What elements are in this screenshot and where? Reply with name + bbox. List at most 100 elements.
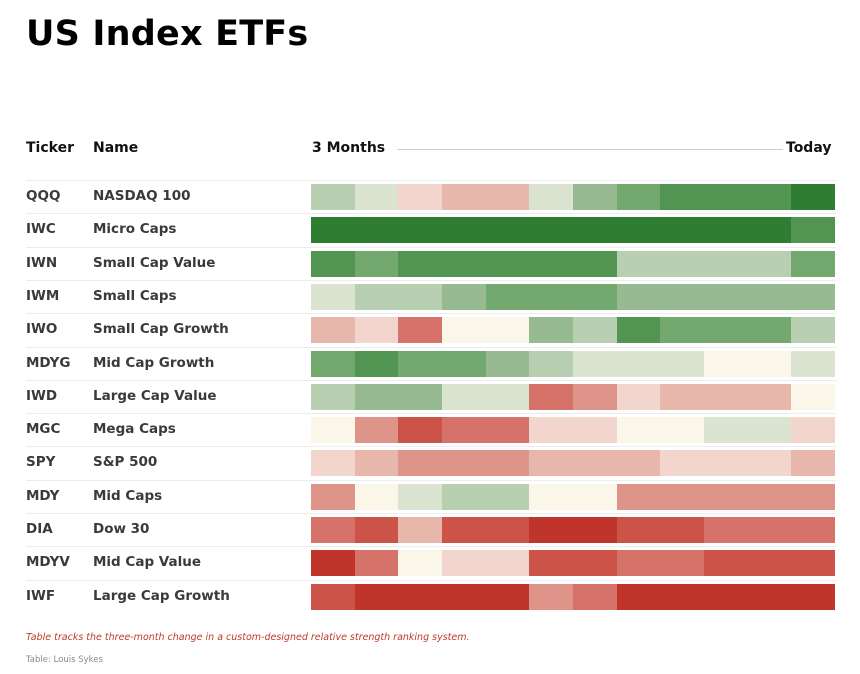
heatmap-cell	[529, 450, 573, 477]
ticker-label: IWC	[26, 221, 56, 238]
strength-cells	[311, 483, 835, 510]
fund-name-label: Dow 30	[93, 521, 150, 537]
heatmap-cell	[703, 184, 748, 210]
heatmap-cell	[660, 450, 704, 477]
heatmap-cell	[354, 184, 399, 210]
heatmap-cell	[616, 250, 661, 277]
heatmap-cell	[311, 383, 355, 410]
heatmap-cell	[441, 250, 486, 277]
heatmap-cell	[791, 217, 835, 244]
heatmap-cell	[747, 383, 792, 410]
heatmap-cell	[354, 583, 399, 610]
heatmap-cell	[660, 583, 704, 610]
heatmap-cell	[747, 350, 792, 377]
heatmap-cell	[703, 550, 748, 577]
heatmap-cell	[311, 317, 355, 344]
heatmap-cell	[485, 217, 530, 244]
table-row: IWN Small Cap Value	[26, 246, 836, 281]
heatmap-cell	[485, 550, 530, 577]
heatmap-cell	[747, 184, 792, 210]
heatmap-cell	[703, 583, 748, 610]
ticker-label: SPY	[26, 454, 56, 471]
heatmap-cell	[791, 483, 835, 510]
heatmap-cell	[398, 184, 442, 210]
heatmap-cell	[747, 217, 792, 244]
heatmap-cell	[791, 417, 835, 444]
heatmap-cell	[441, 350, 486, 377]
heatmap-cell	[616, 217, 661, 244]
heatmap-cell	[791, 350, 835, 377]
strength-cells	[311, 283, 835, 310]
heatmap-cell	[398, 483, 442, 510]
ticker-label: IWN	[26, 254, 58, 271]
heatmap-cell	[485, 517, 530, 543]
heatmap-cell	[747, 517, 792, 543]
heatmap-cell	[311, 350, 355, 377]
table-row: IWD Large Cap Value	[26, 379, 836, 414]
heatmap-cell	[529, 517, 573, 543]
ticker-label: IWO	[26, 321, 58, 338]
heatmap-cell	[703, 450, 748, 477]
heatmap-cell	[485, 350, 530, 377]
strength-cells	[311, 517, 835, 543]
heatmap-cell	[529, 417, 573, 444]
ticker-label: MDY	[26, 487, 60, 504]
fund-name-label: Mid Caps	[93, 487, 163, 504]
heatmap-cell	[616, 550, 661, 577]
fund-name-label: Mega Caps	[93, 421, 176, 438]
table-row: MDYG Mid Cap Growth	[26, 346, 836, 381]
heatmap-cell	[485, 450, 530, 477]
heatmap-cell	[703, 517, 748, 543]
heatmap-cell	[398, 550, 442, 577]
heatmap-cell	[354, 383, 399, 410]
heatmap-cell	[747, 583, 792, 610]
heatmap-cell	[660, 317, 704, 344]
heatmap-cell	[747, 550, 792, 577]
name-header: Name	[93, 140, 139, 156]
heatmap-cell	[529, 383, 573, 410]
heatmap-cell	[660, 350, 704, 377]
heatmap-cell	[616, 483, 661, 510]
heatmap-cell	[660, 550, 704, 577]
heatmap-cell	[747, 283, 792, 310]
heatmap-cell	[398, 283, 442, 310]
heatmap-cell	[441, 317, 486, 344]
heatmap-cell	[311, 483, 355, 510]
heatmap-cell	[398, 517, 442, 543]
heatmap-cell	[311, 550, 355, 577]
heatmap-cell	[311, 217, 355, 244]
heatmap-cell	[791, 250, 835, 277]
heatmap-cell	[485, 184, 530, 210]
strength-cells	[311, 350, 835, 377]
heatmap-cell	[529, 317, 573, 344]
heatmap-cell	[354, 417, 399, 444]
heatmap-cell	[529, 583, 573, 610]
fund-name-label: Mid Cap Growth	[93, 354, 215, 371]
table-row: IWM Small Caps	[26, 279, 836, 314]
heatmap-cell	[354, 250, 399, 277]
heatmap-cell	[354, 483, 399, 510]
heatmap-cell	[572, 417, 617, 444]
heatmap-cell	[311, 417, 355, 444]
heatmap-cell	[311, 517, 355, 543]
heatmap-cell	[354, 283, 399, 310]
heatmap-cell	[485, 250, 530, 277]
fund-name-label: S&P 500	[93, 454, 158, 471]
fund-name-label: NASDAQ 100	[93, 188, 191, 204]
ticker-label: IWF	[26, 587, 56, 604]
heatmap-cell	[529, 184, 573, 210]
ticker-header: Ticker	[26, 140, 74, 156]
heatmap-cell	[572, 450, 617, 477]
heatmap-cell	[572, 283, 617, 310]
heatmap-cell	[572, 583, 617, 610]
heatmap-cell	[311, 184, 355, 210]
strength-cells	[311, 184, 835, 210]
heatmap-cell	[398, 383, 442, 410]
heatmap-cell	[441, 450, 486, 477]
heatmap-cell	[485, 283, 530, 310]
heatmap-cell	[441, 283, 486, 310]
heatmap-cell	[354, 350, 399, 377]
heatmap-cell	[747, 450, 792, 477]
heatmap-cell	[529, 283, 573, 310]
ticker-label: IWD	[26, 387, 58, 404]
